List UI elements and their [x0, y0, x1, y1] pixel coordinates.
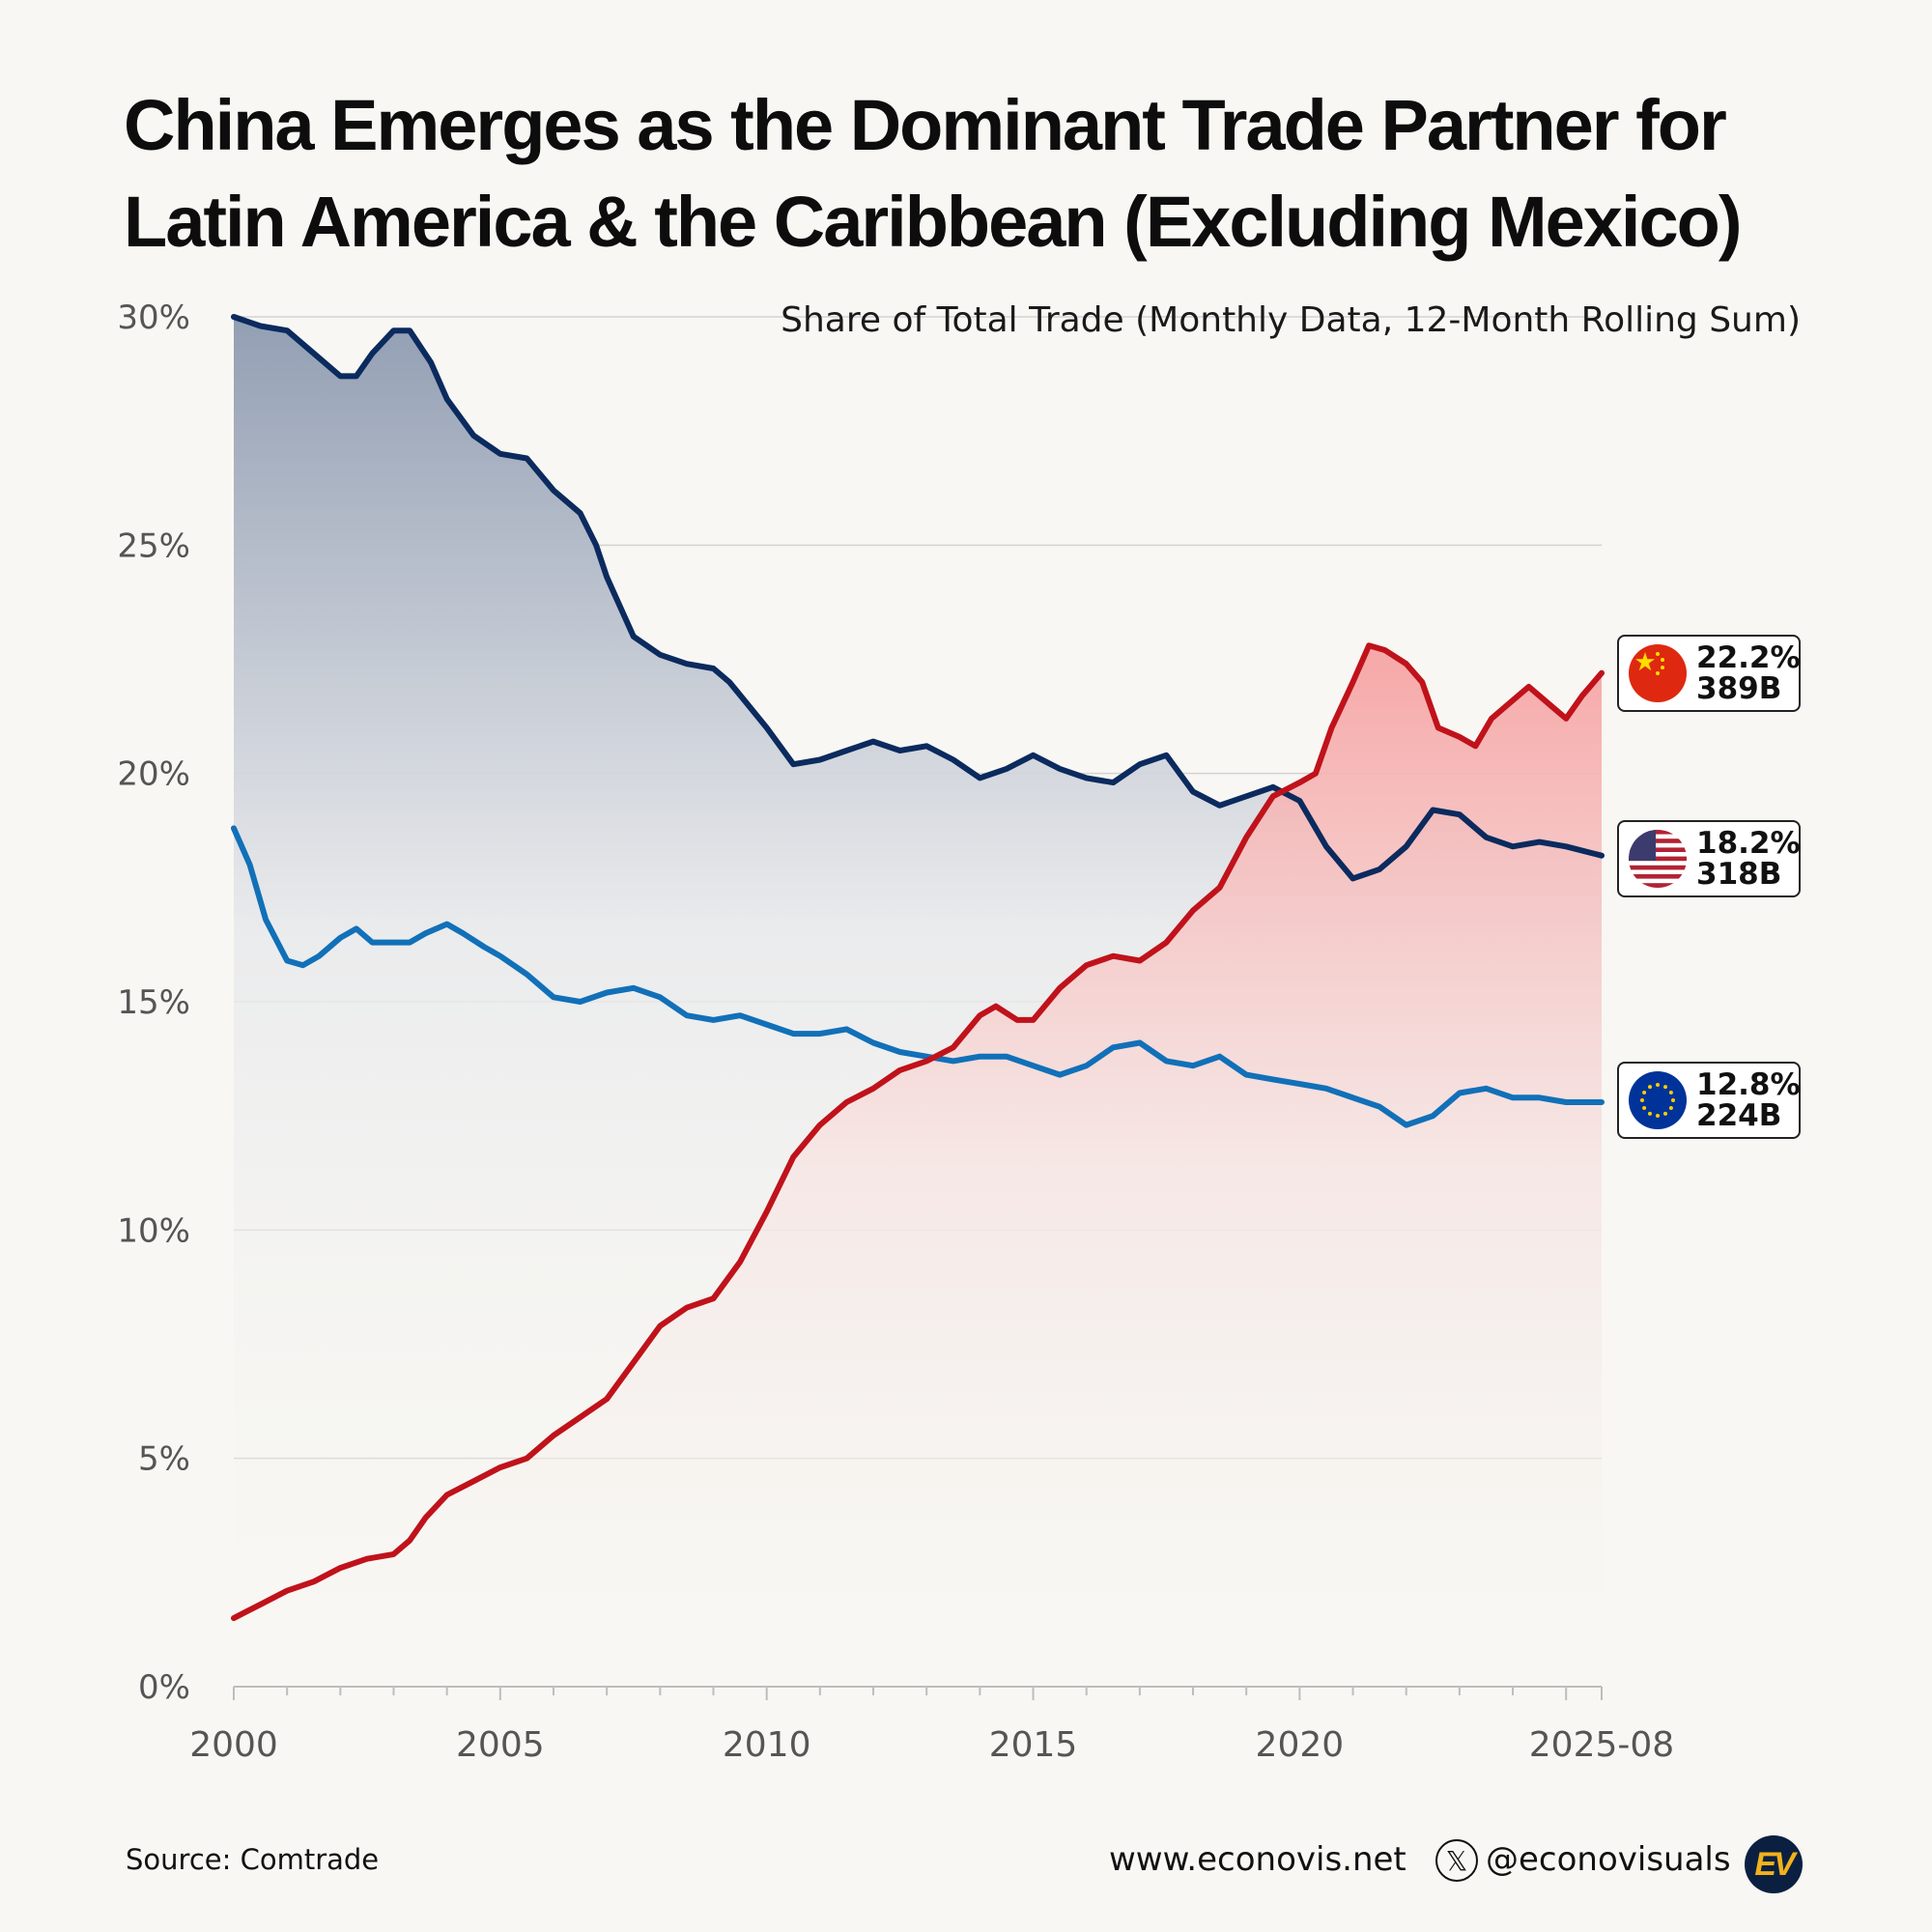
x-tick-label-2005: 2005 — [456, 1725, 545, 1765]
china-share: 22.2% — [1696, 640, 1801, 675]
x-tick-label-2025-08: 2025-08 — [1529, 1725, 1674, 1765]
usa-share: 18.2% — [1696, 826, 1801, 861]
y-tick-label-25: 25% — [117, 526, 190, 565]
usa-end-label: 18.2% 318B — [1617, 820, 1801, 897]
china-area — [234, 645, 1602, 1687]
china-end-label: 22.2% 389B — [1617, 635, 1801, 712]
y-tick-label-30: 30% — [117, 298, 190, 337]
x-logo-icon[interactable]: 𝕏 — [1435, 1839, 1478, 1882]
china-line — [231, 642, 1605, 1622]
chart-title: China Emerges as the Dominant Trade Part… — [124, 77, 1824, 270]
x-tick-label-2000: 2000 — [189, 1725, 278, 1765]
china-end-values: 22.2% 389B — [1696, 642, 1801, 704]
united-states-line — [231, 314, 1605, 882]
y-tick-label-10: 10% — [117, 1211, 190, 1250]
y-tick-label-0: 0% — [138, 1668, 190, 1707]
area-fills — [234, 317, 1602, 1687]
eu-share: 12.8% — [1696, 1067, 1801, 1102]
series-lines — [231, 314, 1605, 1622]
eu-end-values: 12.8% 224B — [1696, 1069, 1801, 1131]
eu-flag-icon — [1629, 1071, 1687, 1129]
usa-flag-icon — [1629, 830, 1687, 888]
eu-value: 224B — [1696, 1098, 1782, 1133]
chart-title-line-2: Latin America & the Caribbean (Excluding… — [124, 182, 1743, 262]
chart-title-line-1: China Emerges as the Dominant Trade Part… — [124, 85, 1727, 165]
eu-end-label: 12.8% 224B — [1617, 1062, 1801, 1139]
x-axis-labels: 2000 2005 2010 2015 2020 2025-08 — [189, 1725, 1674, 1765]
y-tick-label-15: 15% — [117, 983, 190, 1022]
usa-value: 318B — [1696, 857, 1782, 892]
china-value: 389B — [1696, 671, 1782, 706]
x-tick-label-2020: 2020 — [1256, 1725, 1345, 1765]
usa-end-values: 18.2% 318B — [1696, 828, 1801, 890]
y-axis-labels: 0% 5% 10% 15% 20% 25% 30% — [117, 298, 190, 1707]
website-link[interactable]: www.econovis.net — [1109, 1840, 1406, 1879]
x-axis — [233, 1686, 1603, 1700]
source-note: Source: Comtrade — [126, 1843, 380, 1876]
x-tick-label-2015: 2015 — [989, 1725, 1078, 1765]
x-tick-label-2010: 2010 — [723, 1725, 811, 1765]
european-union-line — [231, 825, 1605, 1128]
y-tick-label-5: 5% — [138, 1440, 190, 1479]
china-flag-icon — [1629, 644, 1687, 702]
chart-subtitle: Share of Total Trade (Monthly Data, 12-M… — [781, 300, 1801, 340]
y-tick-label-20: 20% — [117, 755, 190, 794]
social-handle[interactable]: @econovisuals — [1486, 1840, 1731, 1879]
econovis-logo: EV — [1745, 1835, 1803, 1893]
